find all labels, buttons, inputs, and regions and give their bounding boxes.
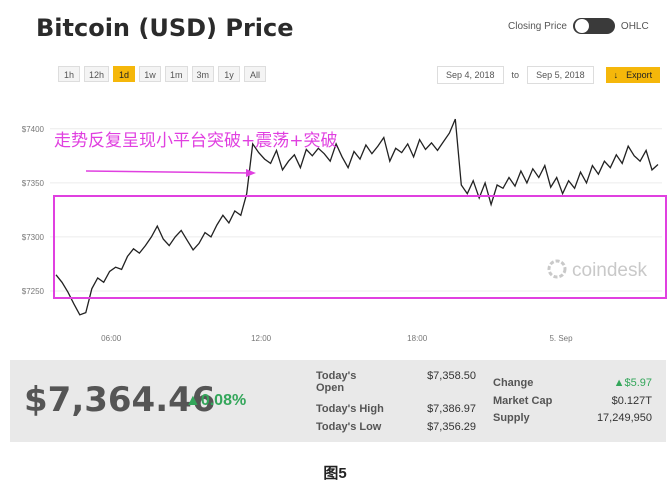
price-line [55, 118, 659, 316]
price-summary: $7,364.46 ▲0.08% Today's Open $7,358.50 … [10, 360, 666, 442]
y-tick-label: $7300 [22, 233, 45, 242]
todays-low-value: $7,356.29 [427, 421, 476, 433]
supply-value: 17,249,950 [596, 412, 652, 424]
x-tick-label: 06:00 [101, 334, 122, 343]
toggle-switch[interactable] [572, 18, 615, 34]
export-button[interactable]: ↓ Export [605, 67, 661, 83]
market-cap-value: $0.127T [611, 395, 652, 407]
market-cap-label: Market Cap [493, 395, 553, 407]
supply-label: Supply [493, 412, 530, 424]
date-to-field[interactable]: Sep 5, 2018 [527, 66, 594, 84]
y-axis-ticks: $7400 $7350 $7300 $7250 [22, 125, 45, 296]
y-tick-label: $7350 [22, 179, 45, 188]
coindesk-logo: coindesk [547, 259, 647, 281]
annotation-text: 走势反复呈现小平台突破+震荡+突破 [54, 131, 338, 151]
change-percent: ▲0.08% [185, 392, 247, 409]
todays-high-label: Today's High [316, 403, 384, 415]
y-tick-label: $7400 [22, 125, 45, 134]
x-axis-ticks: 06:00 12:00 18:00 5. Sep [101, 334, 573, 343]
y-tick-label: $7250 [22, 287, 45, 296]
x-tick-label: 5. Sep [549, 334, 573, 343]
x-tick-label: 18:00 [407, 334, 428, 343]
todays-high-value: $7,386.97 [427, 403, 476, 415]
range-selector: 1h 12h 1d 1w 1m 3m 1y All [58, 66, 267, 82]
export-label: Export [626, 70, 653, 80]
ohlc-label: OHLC [620, 20, 649, 32]
range-all[interactable]: All [244, 66, 267, 82]
todays-open-label: Today's Open [316, 370, 357, 394]
closing-price-label: Closing Price [508, 20, 567, 32]
annotation-arrow [85, 170, 251, 174]
annotation-arrowhead [246, 169, 256, 177]
range-1w[interactable]: 1w [139, 66, 162, 82]
download-arrow-icon: ↓ [613, 70, 619, 80]
range-1d[interactable]: 1d [113, 66, 136, 82]
figure-caption: 图5 [323, 465, 347, 482]
page-title: Bitcoin (USD) Price [36, 14, 294, 42]
change-value: ▲$5.97 [613, 377, 652, 389]
price-chart: $7400 $7350 $7300 $7250 06:00 12:00 18:00 5. S… [22, 118, 667, 343]
range-3m[interactable]: 3m [191, 66, 215, 82]
watermark-text: coindesk [572, 260, 647, 281]
change-label: Change [493, 377, 534, 389]
todays-open-value: $7,358.50 [427, 370, 476, 382]
range-1m[interactable]: 1m [165, 66, 188, 82]
range-1h[interactable]: 1h [58, 66, 80, 82]
todays-low-label: Today's Low [316, 421, 382, 433]
price-mode-toggle[interactable]: Closing Price OHLC [508, 18, 649, 34]
highlight-box [53, 195, 667, 299]
toggle-knob [574, 19, 589, 33]
current-price: $7,364.46 [24, 380, 216, 420]
date-from-field[interactable]: Sep 4, 2018 [437, 66, 504, 84]
date-to-label: to [511, 70, 520, 80]
range-12h[interactable]: 12h [84, 66, 110, 82]
range-1y[interactable]: 1y [218, 66, 241, 82]
x-tick-label: 12:00 [251, 334, 272, 343]
date-range: Sep 4, 2018 to Sep 5, 2018 ↓ Export [437, 66, 661, 84]
